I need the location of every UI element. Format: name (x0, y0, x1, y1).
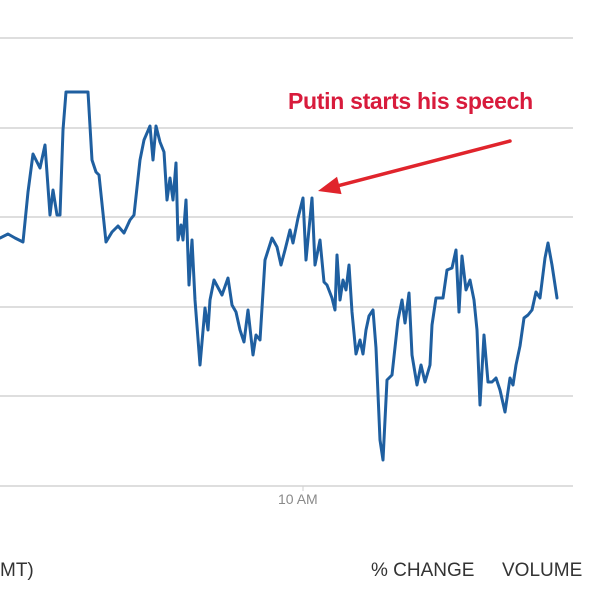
annotation-arrow (318, 139, 512, 195)
arrow-head-icon (318, 176, 342, 195)
price-line (0, 90, 559, 462)
percent-change-column-header[interactable]: % CHANGE (371, 560, 475, 581)
annotation-label: Putin starts his speech (288, 88, 533, 114)
timezone-column-header: MT) (0, 560, 34, 581)
x-tick-label-10am: 10 AM (278, 491, 318, 507)
price-line-chart (0, 37, 573, 491)
gridlines (0, 37, 573, 487)
arrow-shaft (337, 139, 512, 188)
volume-column-header[interactable]: VOLUME (502, 560, 583, 581)
